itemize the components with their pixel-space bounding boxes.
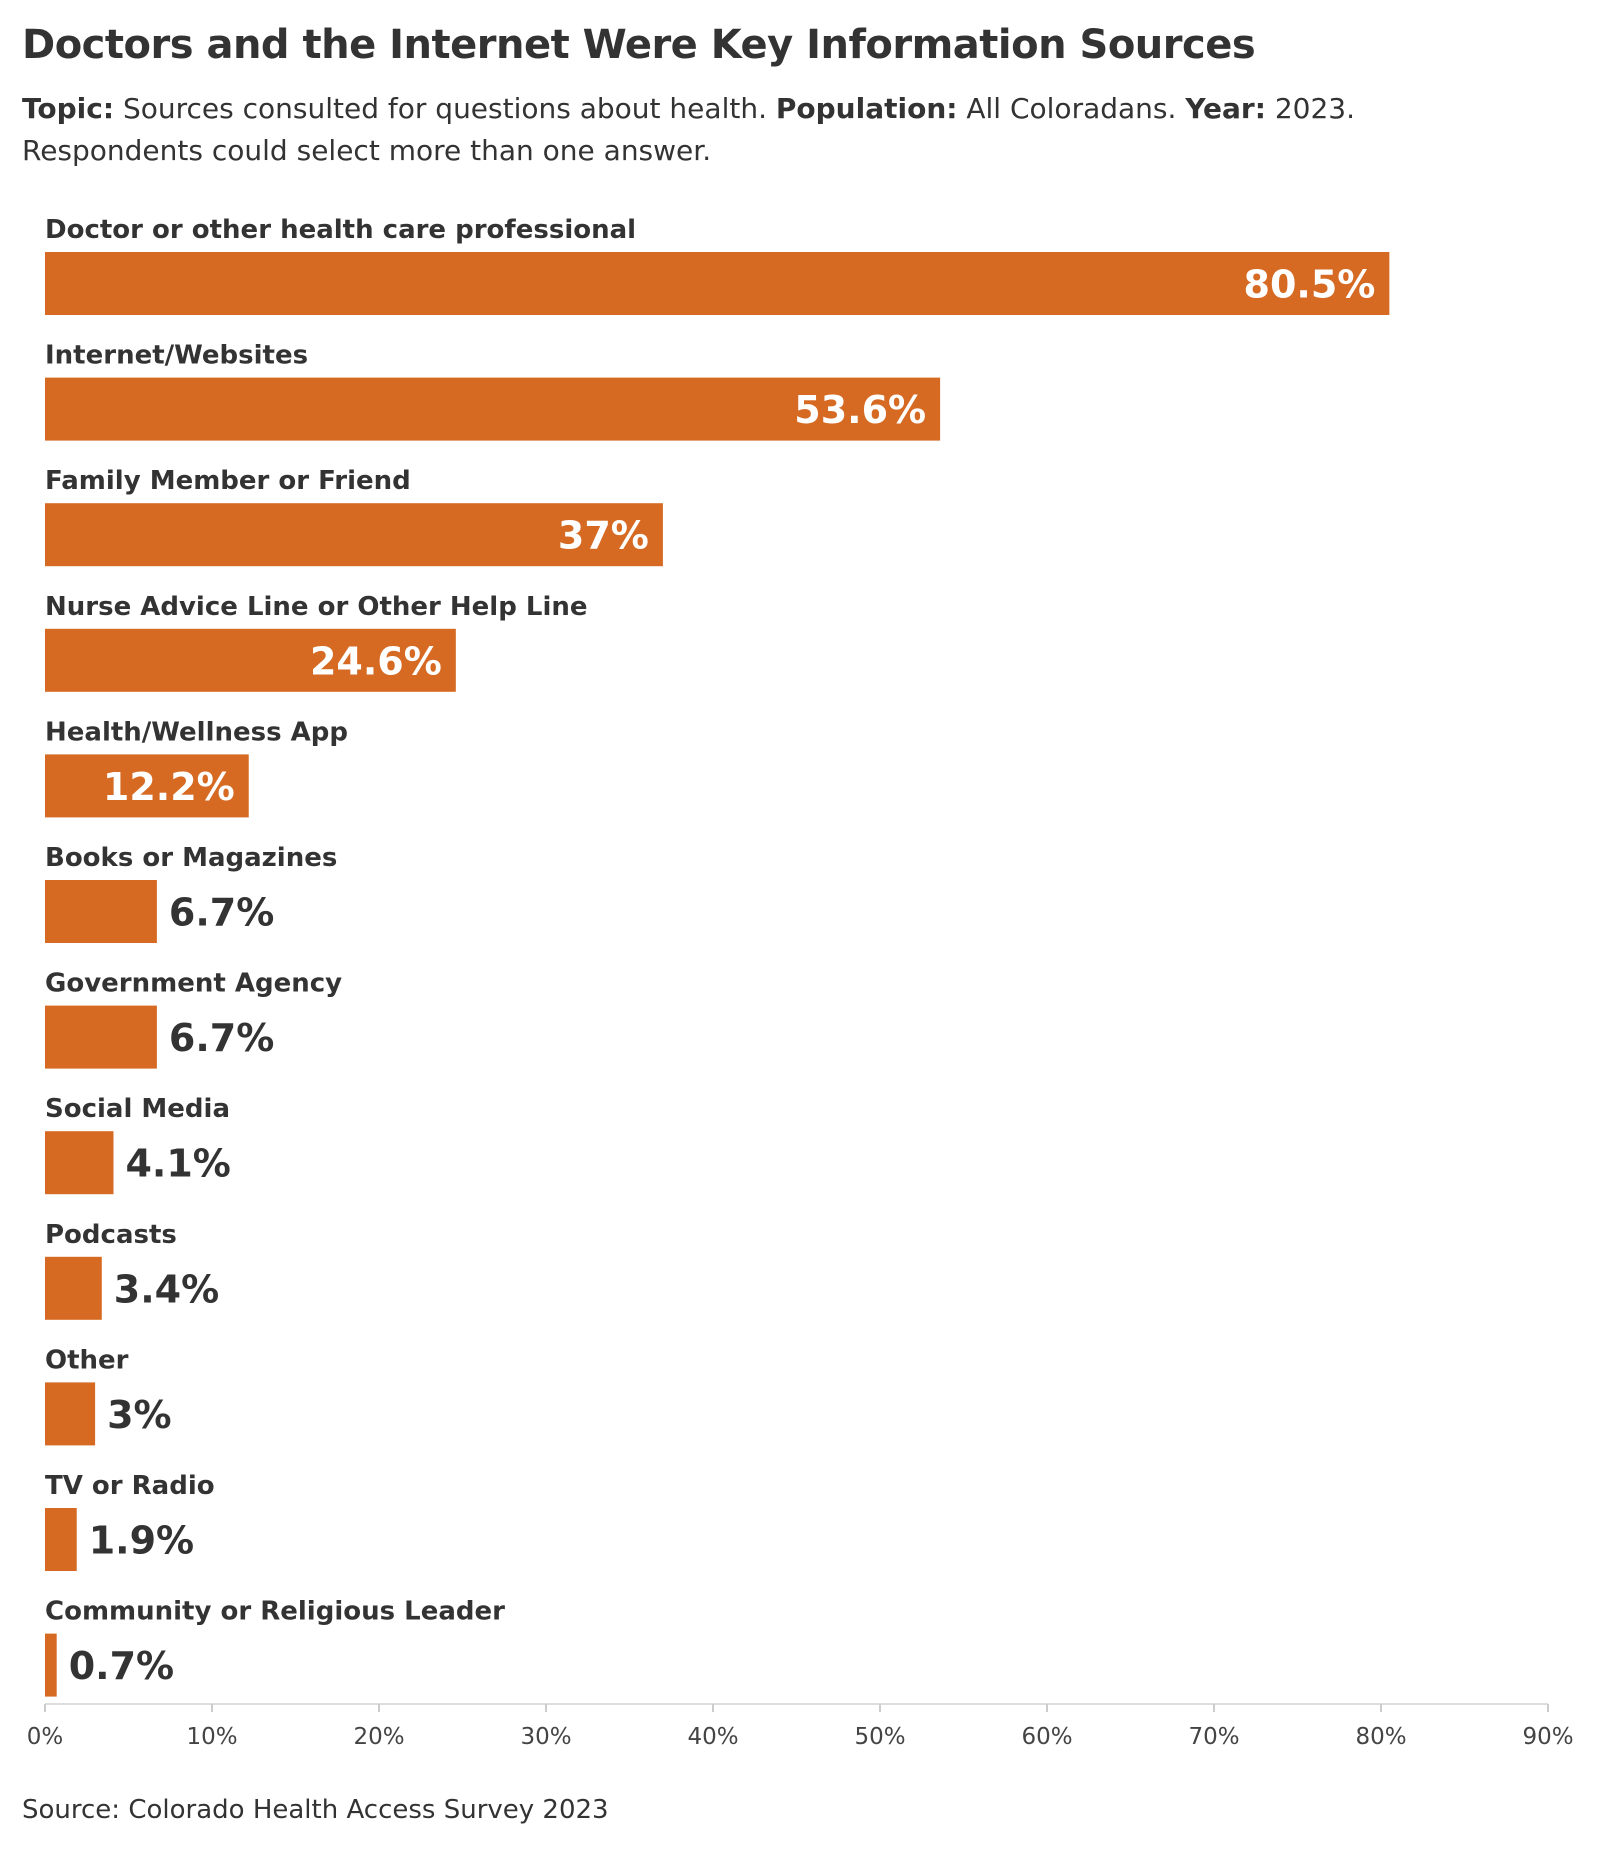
bar-row: Podcasts 3.4% [45,1220,219,1320]
bar [45,1131,114,1195]
bar [45,1508,77,1571]
bar-row: Nurse Advice Line or Other Help Line 24.6… [45,592,588,692]
category-label: Books or Magazines [45,843,337,873]
bar [45,880,157,943]
bar-row: TV or Radio 1.9% [45,1471,215,1571]
x-axis: 0% 10% 20% 30% 40% 50% 60% 70% 80% 90% [27,1703,1574,1750]
bar [45,377,941,441]
x-tick-label: 0% [27,1724,64,1750]
chart-subtitle: Topic: Sources consulted for questions a… [22,88,1562,172]
value-label: 0.7% [69,1644,174,1688]
category-label: Doctor or other health care professional [45,215,636,245]
x-tick-label: 60% [1021,1724,1072,1750]
bar [45,1005,157,1069]
bar [45,1382,96,1446]
chart-title: Doctors and the Internet Were Key Inform… [22,22,1256,68]
bar [45,628,456,692]
value-label: 80.5% [1244,263,1376,307]
category-label: Social Media [45,1094,230,1124]
category-label: Internet/Websites [45,341,308,371]
population-text: All Coloradans. [966,92,1177,125]
x-tick-label: 10% [186,1724,237,1750]
x-tick-label: 50% [854,1724,905,1750]
bar-row: Internet/Websites 53.6% [45,341,941,441]
bar-row: Community or Religious Leader 0.7% [45,1597,505,1697]
value-label: 53.6% [794,388,926,432]
value-label: 24.6% [310,639,442,683]
bar [45,503,663,567]
bar-row: Other 3% [45,1345,172,1446]
bar-row: Family Member or Friend 37% [45,466,663,567]
x-tick-label: 20% [353,1724,404,1750]
year-text: 2023. [1274,92,1355,125]
chart-header: Doctors and the Internet Were Key Inform… [22,22,1562,172]
bar-row: Books or Magazines 6.7% [45,843,337,943]
value-label: 6.7% [169,1016,274,1060]
category-label: Community or Religious Leader [45,1597,505,1627]
value-label: 1.9% [89,1519,194,1563]
x-tick-label: 40% [687,1724,738,1750]
bar [45,1633,57,1697]
x-tick-label: 80% [1355,1724,1406,1750]
value-label: 37% [558,514,649,558]
value-label: 12.2% [103,765,235,809]
bar-row: Health/Wellness App 12.2% [45,717,348,818]
x-tick-label: 30% [520,1724,571,1750]
value-label: 3% [107,1393,172,1437]
source-note: Source: Colorado Health Access Survey 20… [22,1795,609,1825]
category-label: Health/Wellness App [45,717,348,747]
category-label: Other [45,1345,129,1375]
category-label: Government Agency [45,969,342,999]
bar [45,252,1390,315]
population-label: Population: [775,92,958,125]
bar-row: Doctor or other health care professional… [45,215,1390,315]
chart-note: Respondents could select more than one a… [22,134,712,167]
bar [45,1256,102,1320]
category-label: Family Member or Friend [45,466,411,496]
value-label: 4.1% [125,1142,230,1186]
bar-row: Government Agency 6.7% [45,969,342,1069]
category-label: Podcasts [45,1220,177,1250]
bar [45,754,249,818]
category-label: Nurse Advice Line or Other Help Line [45,592,588,622]
x-tick-label: 70% [1188,1724,1239,1750]
topic-text: Sources consulted for questions about he… [122,92,767,125]
year-label: Year: [1185,92,1266,125]
topic-label: Topic: [22,92,115,125]
category-label: TV or Radio [45,1471,215,1501]
value-label: 3.4% [114,1267,219,1311]
value-label: 6.7% [169,891,274,935]
x-tick-label: 90% [1522,1724,1573,1750]
bar-row: Social Media 4.1% [45,1094,231,1195]
bars-layer: Doctor or other health care professional… [45,215,1390,1697]
